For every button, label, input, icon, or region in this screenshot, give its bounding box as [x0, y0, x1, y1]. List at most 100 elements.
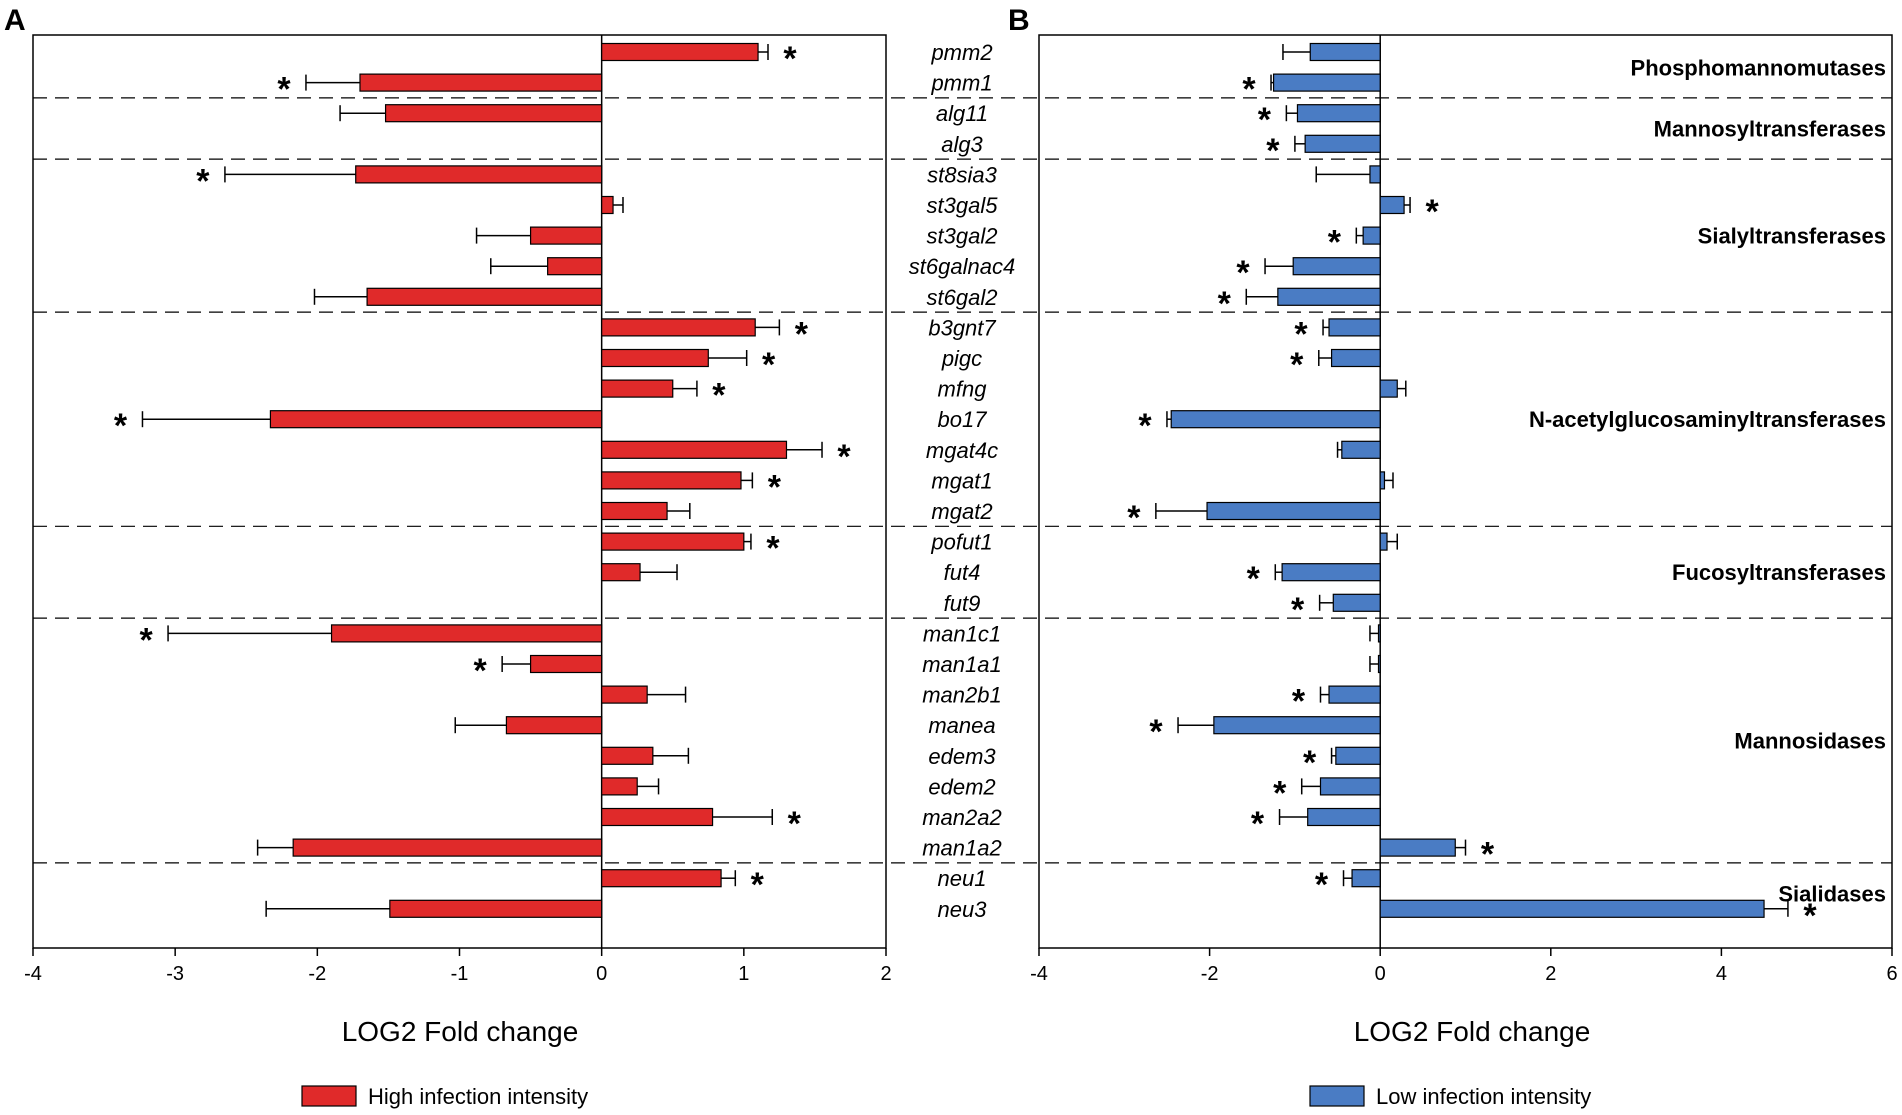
gene-label-manea: manea	[928, 713, 995, 738]
panel-b-x-tick-label: 0	[1375, 963, 1386, 985]
panel-b-bar-st3gal5	[1379, 195, 1405, 215]
panel-b-bar-alg3	[1304, 134, 1381, 153]
panel-a-bar-man1a1	[529, 654, 603, 674]
panel-b-bar-b3gnt7	[1328, 318, 1381, 337]
panel-b-significance-marker: *	[1291, 591, 1305, 629]
panel-b-bar-mgat1	[1379, 471, 1386, 490]
gene-label-b3gnt7: b3gnt7	[928, 315, 996, 340]
panel-b-bar-neu1	[1351, 869, 1381, 888]
panel-a-bar-mgat2	[601, 501, 668, 521]
legend-b-swatch	[1309, 1085, 1365, 1107]
panel-a-bar-mgat1	[601, 471, 742, 490]
panel-b-significance-marker: *	[1290, 346, 1304, 384]
panel-a-bar-man1a2	[292, 838, 603, 857]
panel-a-significance-marker: *	[837, 438, 851, 476]
group-label-sialidases: Sialidases	[1778, 882, 1886, 907]
panel-a-bar-man2b1	[601, 685, 648, 704]
panel-a-bar-st3gal5	[601, 195, 614, 215]
gene-label-pofut1: pofut1	[930, 530, 992, 555]
gene-label-alg3: alg3	[941, 132, 983, 157]
gene-labels: pmm2 pmm1 alg11 alg3 st8sia3 st3gal5 st3gal2 st…	[909, 40, 1015, 922]
gene-label-man2b1: man2b1	[922, 683, 1002, 708]
panel-b-bar-edem3	[1335, 746, 1381, 765]
group-labels: Phosphomannomutases Mannosyltransferases S…	[1529, 55, 1886, 906]
group-label-mannosyltransferases: Mannosyltransferases	[1654, 117, 1886, 142]
panel-b-significance-marker: *	[1315, 866, 1329, 904]
gene-label-st3gal5: st3gal5	[927, 193, 999, 218]
panel-b-significance-marker: *	[1127, 499, 1141, 537]
panel-b-letter: B	[1008, 4, 1030, 37]
panel-a-bar-pmm2	[601, 42, 759, 62]
gene-label-mgat4c: mgat4c	[926, 438, 998, 463]
gene-label-pigc: pigc	[941, 346, 982, 371]
panel-b-bar-edem2	[1319, 777, 1381, 796]
panel-b-x-tick-label: 6	[1886, 963, 1897, 985]
panel-b-significance-marker: *	[1481, 836, 1495, 874]
gene-label-st6gal2: st6gal2	[927, 285, 998, 310]
panel-b-significance-marker: *	[1266, 132, 1280, 170]
gene-label-neu1: neu1	[938, 866, 987, 891]
panel-a-bar-pofut1	[601, 532, 745, 551]
panel-a-x-axis-title: LOG2 Fold change	[342, 1016, 579, 1047]
panel-a-significance-marker: *	[196, 162, 210, 200]
panel-a-x-tick-label: 2	[880, 963, 891, 985]
panel-b-significance-marker: *	[1236, 254, 1250, 292]
panel-a-bar-mgat4c	[601, 440, 788, 459]
panel-b-significance-marker: *	[1328, 224, 1342, 262]
gene-label-mgat2: mgat2	[931, 499, 992, 524]
group-label-fucosyltransferases: Fucosyltransferases	[1672, 560, 1886, 585]
group-label-phosphomannomutases: Phosphomannomutases	[1631, 55, 1886, 80]
panel-a-significance-marker: *	[762, 346, 776, 384]
panel-b-bar-fut9	[1332, 593, 1381, 612]
panel-b-bar-mgat4c	[1341, 440, 1381, 459]
panel-b-significance-marker: *	[1294, 315, 1308, 353]
gene-label-st6galnac4: st6galnac4	[909, 254, 1015, 279]
gene-label-man2a2: man2a2	[922, 805, 1002, 830]
panel-b-bar-st6galnac4	[1292, 257, 1381, 276]
group-label-mannosidases: Mannosidases	[1734, 729, 1886, 754]
legend-a-swatch	[301, 1085, 357, 1107]
legend-b-text: Low infection intensity	[1376, 1084, 1591, 1109]
panel-a-x-tick-label: 1	[738, 963, 749, 985]
gene-label-mfng: mfng	[938, 377, 988, 402]
panel-a-significance-marker: *	[788, 805, 802, 843]
panel-b-x-axis-title: LOG2 Fold change	[1354, 1016, 1591, 1047]
panel-a-x-tick-label: -3	[166, 963, 184, 985]
panel-a-significance-marker: *	[751, 866, 765, 904]
panel-b-x-tick-label: 2	[1545, 963, 1556, 985]
panel-a-bar-alg11	[384, 104, 603, 123]
panel-b-bar-man1a2	[1379, 838, 1456, 857]
panel-b-significance-marker: *	[1292, 683, 1306, 721]
panel-a-significance-marker: *	[712, 377, 726, 415]
panel-b-bar-st3gal2	[1362, 226, 1381, 245]
panel-b-bar-mfng	[1379, 379, 1398, 398]
legend-a-text: High infection intensity	[368, 1084, 588, 1109]
panel-b-significance-marker: *	[1273, 774, 1287, 812]
panel-b-bar-pofut1	[1379, 532, 1388, 551]
panel-b-bar-man2b1	[1328, 685, 1381, 704]
gene-label-alg11: alg11	[936, 101, 988, 126]
panel-a-x-tick-label: 0	[596, 963, 607, 985]
panel-a-bar-edem3	[601, 746, 654, 765]
panel-a-x-tick-label: -2	[308, 963, 326, 985]
panel-a-plot: -4 -3 -2 -1 0 1 2 * * * * * * * * * * * * * *	[24, 35, 892, 985]
panel-b-bar-pmm1	[1272, 73, 1381, 92]
panel-b-significance-marker: *	[1803, 897, 1817, 935]
panel-b-significance-marker: *	[1251, 805, 1265, 843]
group-label-n-acetylglucosaminyltransferases: N-acetylglucosaminyltransferases	[1529, 407, 1886, 432]
gene-label-man1c1: man1c1	[923, 621, 1001, 646]
panel-b-frame	[1038, 34, 1893, 949]
gene-label-edem3: edem3	[928, 744, 996, 769]
panel-a-significance-marker: *	[114, 407, 128, 445]
panel-b-bar-bo17	[1170, 410, 1381, 429]
panel-a-bar-neu1	[601, 869, 722, 888]
gene-label-fut9: fut9	[944, 591, 981, 616]
panel-a-significance-marker: *	[277, 71, 291, 109]
panel-a-x-tick-label: -4	[24, 963, 42, 985]
gene-label-bo17: bo17	[938, 407, 988, 432]
panel-a-significance-marker: *	[139, 621, 153, 659]
panel-b-bar-alg11	[1296, 104, 1381, 123]
panel-a-bar-edem2	[601, 777, 638, 796]
panel-a-bar-b3gnt7	[601, 318, 756, 337]
